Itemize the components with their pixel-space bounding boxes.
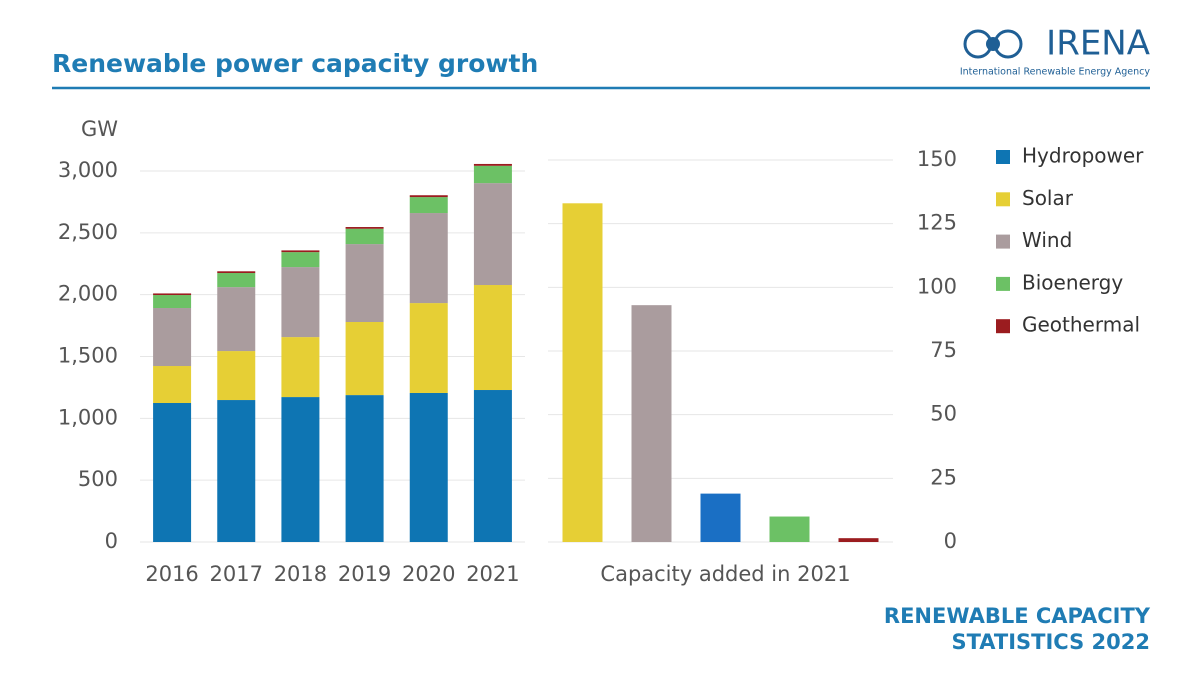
y-tick-label: 1,500 xyxy=(58,344,118,368)
bar-segment xyxy=(281,397,320,542)
x-axis-label: Capacity added in 2021 xyxy=(600,562,850,586)
page-title: Renewable power capacity growth xyxy=(52,49,538,78)
x-tick-label: 2020 xyxy=(402,562,455,586)
legend-label: Solar xyxy=(1022,186,1074,210)
y-tick-label: 0 xyxy=(105,529,118,553)
legend-label: Bioenergy xyxy=(1022,270,1123,294)
bar-segment xyxy=(153,308,192,367)
bar-segment xyxy=(217,351,256,401)
bar-segment xyxy=(153,295,192,309)
y-axis-label: GW xyxy=(81,117,118,141)
y-tick-label: 125 xyxy=(917,211,957,235)
logo-icon xyxy=(963,29,1023,59)
y-tick-label: 150 xyxy=(917,147,957,171)
bar-segment xyxy=(217,400,256,542)
bar xyxy=(700,493,741,542)
bar-segment xyxy=(409,213,448,304)
bar-segment xyxy=(153,402,192,542)
bar-segment xyxy=(217,273,256,288)
bar-segment xyxy=(473,165,512,184)
y-tick-label: 500 xyxy=(78,467,118,491)
bar-segment xyxy=(217,271,256,274)
y-tick-label: 0 xyxy=(944,529,957,553)
x-tick-label: 2021 xyxy=(466,562,519,586)
y-tick-label: 25 xyxy=(930,465,957,489)
bar xyxy=(631,305,672,542)
y-tick-label: 3,000 xyxy=(58,158,118,182)
y-tick-label: 2,500 xyxy=(58,220,118,244)
footer-line: RENEWABLE CAPACITY xyxy=(884,604,1151,628)
bar-segment xyxy=(409,197,448,214)
footer-line: STATISTICS 2022 xyxy=(951,630,1150,654)
bar-segment xyxy=(473,390,512,542)
bar xyxy=(562,203,603,542)
bar-segment xyxy=(153,366,192,403)
bar-segment xyxy=(345,395,384,542)
logo-name: IRENA xyxy=(1046,24,1150,64)
bar-segment xyxy=(473,285,512,391)
bar xyxy=(769,516,810,542)
bar-segment xyxy=(345,321,384,396)
bar-segment xyxy=(409,303,448,393)
bar-segment xyxy=(281,267,320,338)
y-tick-label: 100 xyxy=(917,274,957,298)
x-tick-label: 2018 xyxy=(274,562,327,586)
logo-subtitle: International Renewable Energy Agency xyxy=(960,67,1151,78)
bar-segment xyxy=(473,183,512,286)
y-tick-label: 2,000 xyxy=(58,282,118,306)
bar-segment xyxy=(281,252,320,268)
bar-segment xyxy=(473,163,512,166)
bar xyxy=(838,538,879,542)
bar-segment xyxy=(345,244,384,322)
y-tick-label: 1,000 xyxy=(58,405,118,429)
legend-swatch xyxy=(996,319,1010,334)
bar-segment xyxy=(153,293,192,296)
bar-segment xyxy=(409,392,448,542)
bar-segment xyxy=(409,195,448,198)
legend-swatch xyxy=(996,150,1010,164)
bar-segment xyxy=(345,228,384,245)
x-tick-label: 2016 xyxy=(145,562,198,586)
legend-swatch xyxy=(996,192,1010,207)
bar-segment xyxy=(281,250,320,253)
bar-segment xyxy=(217,287,256,352)
bar-segment xyxy=(345,227,384,229)
y-tick-label: 50 xyxy=(930,402,957,426)
legend-label: Geothermal xyxy=(1022,313,1140,337)
bar-segment xyxy=(281,337,320,398)
legend-label: Wind xyxy=(1022,228,1072,252)
x-tick-label: 2019 xyxy=(338,562,391,586)
legend-label: Hydropower xyxy=(1022,144,1144,168)
y-tick-label: 75 xyxy=(930,338,957,362)
legend-swatch xyxy=(996,276,1010,291)
x-tick-label: 2017 xyxy=(210,562,263,586)
legend-swatch xyxy=(996,234,1010,249)
